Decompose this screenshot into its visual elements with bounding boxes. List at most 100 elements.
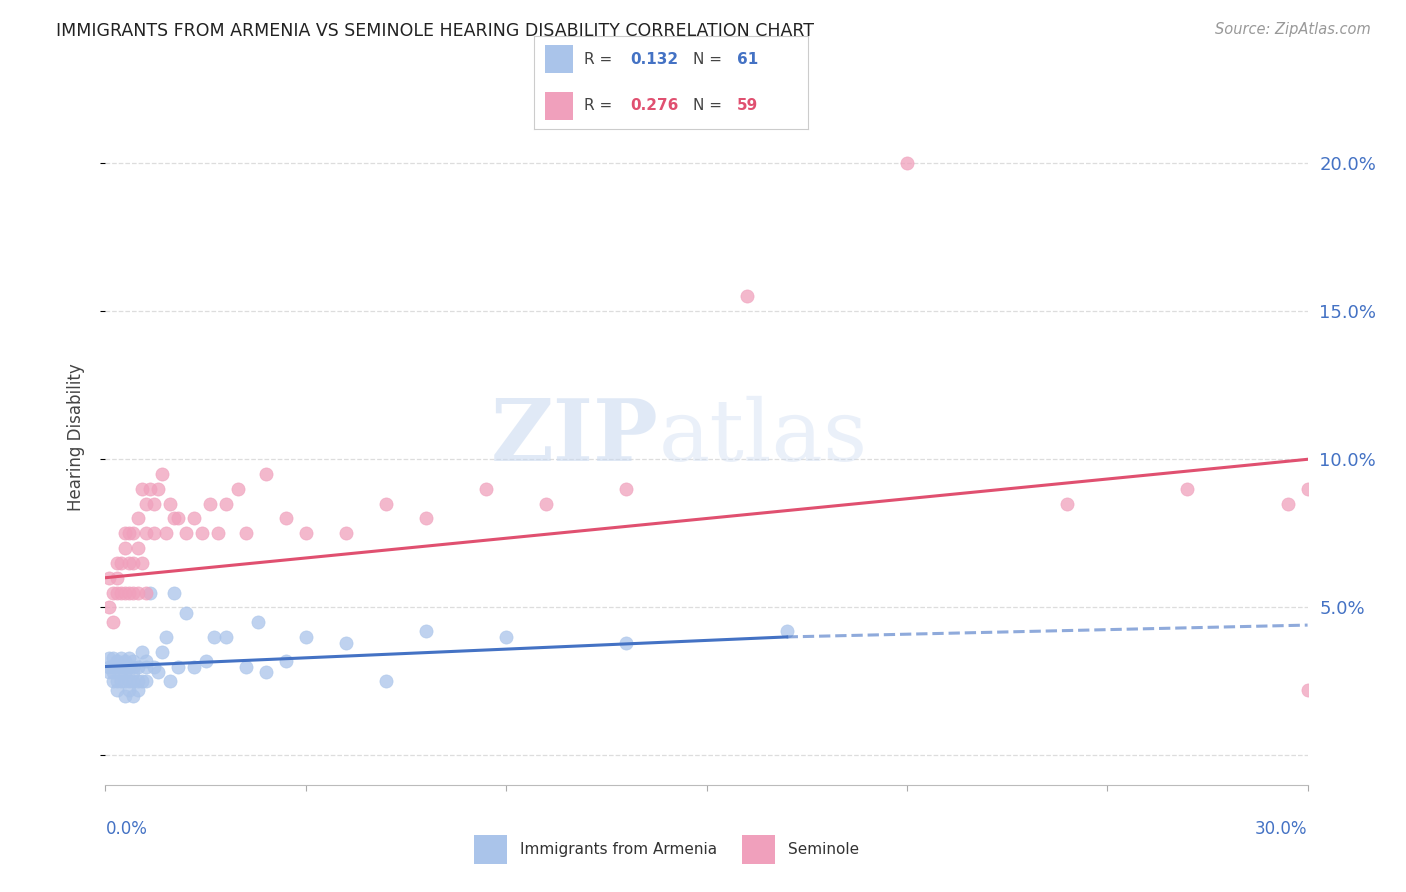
Text: R =: R = [583, 52, 617, 67]
Point [114, 674, 136, 689]
Point [202, 630, 225, 644]
Point [226, 482, 249, 496]
Point [162, 585, 184, 599]
Point [198, 497, 221, 511]
Point [616, 636, 638, 650]
Point [207, 526, 229, 541]
Point [155, 526, 177, 541]
Point [110, 674, 132, 689]
Point [295, 630, 318, 644]
Point [107, 674, 129, 689]
Point [98, 659, 121, 673]
Point [374, 497, 398, 511]
Point [138, 585, 160, 599]
Point [98, 665, 121, 680]
Text: ZIP: ZIP [491, 395, 658, 479]
Point [274, 654, 297, 668]
Point [114, 665, 136, 680]
Point [335, 526, 357, 541]
Point [114, 689, 136, 703]
Y-axis label: Hearing Disability: Hearing Disability [66, 363, 84, 511]
Point [495, 630, 517, 644]
Point [98, 650, 121, 665]
Point [295, 526, 318, 541]
Point [110, 556, 132, 570]
Point [114, 659, 136, 673]
Point [110, 585, 132, 599]
Point [142, 659, 165, 673]
Point [107, 571, 129, 585]
Point [274, 511, 297, 525]
Point [122, 526, 145, 541]
Point [254, 665, 277, 680]
Point [107, 654, 129, 668]
Point [127, 511, 149, 525]
Point [166, 511, 188, 525]
Point [162, 511, 184, 525]
Point [146, 665, 169, 680]
Point [135, 526, 157, 541]
Point [159, 674, 181, 689]
Point [110, 650, 132, 665]
Point [896, 156, 918, 170]
Point [776, 624, 799, 638]
Text: atlas: atlas [658, 395, 868, 479]
Point [183, 511, 205, 525]
Text: 30.0%: 30.0% [1256, 820, 1308, 838]
Point [98, 600, 121, 615]
Point [1296, 482, 1319, 496]
Point [103, 665, 125, 680]
Text: IMMIGRANTS FROM ARMENIA VS SEMINOLE HEARING DISABILITY CORRELATION CHART: IMMIGRANTS FROM ARMENIA VS SEMINOLE HEAR… [56, 22, 814, 40]
Point [118, 674, 141, 689]
Point [135, 659, 157, 673]
Text: R =: R = [583, 98, 617, 113]
Point [174, 606, 197, 620]
Point [110, 665, 132, 680]
Point [1296, 683, 1319, 698]
Point [254, 467, 277, 481]
Point [98, 571, 121, 585]
Text: Seminole: Seminole [787, 842, 859, 857]
Point [118, 659, 141, 673]
Point [122, 689, 145, 703]
Point [155, 630, 177, 644]
Point [159, 497, 181, 511]
Point [122, 585, 145, 599]
Point [118, 683, 141, 698]
Point [214, 630, 236, 644]
Point [146, 482, 169, 496]
Bar [474, 835, 508, 864]
Point [735, 289, 758, 303]
Point [534, 497, 557, 511]
Bar [546, 92, 572, 120]
Point [131, 556, 153, 570]
Point [1277, 497, 1299, 511]
Point [131, 482, 153, 496]
Text: 0.276: 0.276 [630, 98, 679, 113]
Point [122, 674, 145, 689]
Point [135, 674, 157, 689]
Point [415, 624, 437, 638]
Point [131, 674, 153, 689]
Point [335, 636, 357, 650]
Bar [742, 835, 775, 864]
Point [107, 683, 129, 698]
Point [122, 654, 145, 668]
Point [214, 497, 236, 511]
Text: 0.0%: 0.0% [105, 820, 148, 838]
Point [246, 615, 269, 629]
Point [127, 541, 149, 555]
Point [107, 659, 129, 673]
Point [135, 497, 157, 511]
Point [118, 650, 141, 665]
Text: 0.132: 0.132 [630, 52, 678, 67]
Text: 59: 59 [737, 98, 758, 113]
Point [114, 526, 136, 541]
Text: 61: 61 [737, 52, 758, 67]
Point [110, 659, 132, 673]
Text: Source: ZipAtlas.com: Source: ZipAtlas.com [1215, 22, 1371, 37]
Point [135, 585, 157, 599]
Point [114, 585, 136, 599]
Bar [546, 45, 572, 73]
Point [114, 541, 136, 555]
